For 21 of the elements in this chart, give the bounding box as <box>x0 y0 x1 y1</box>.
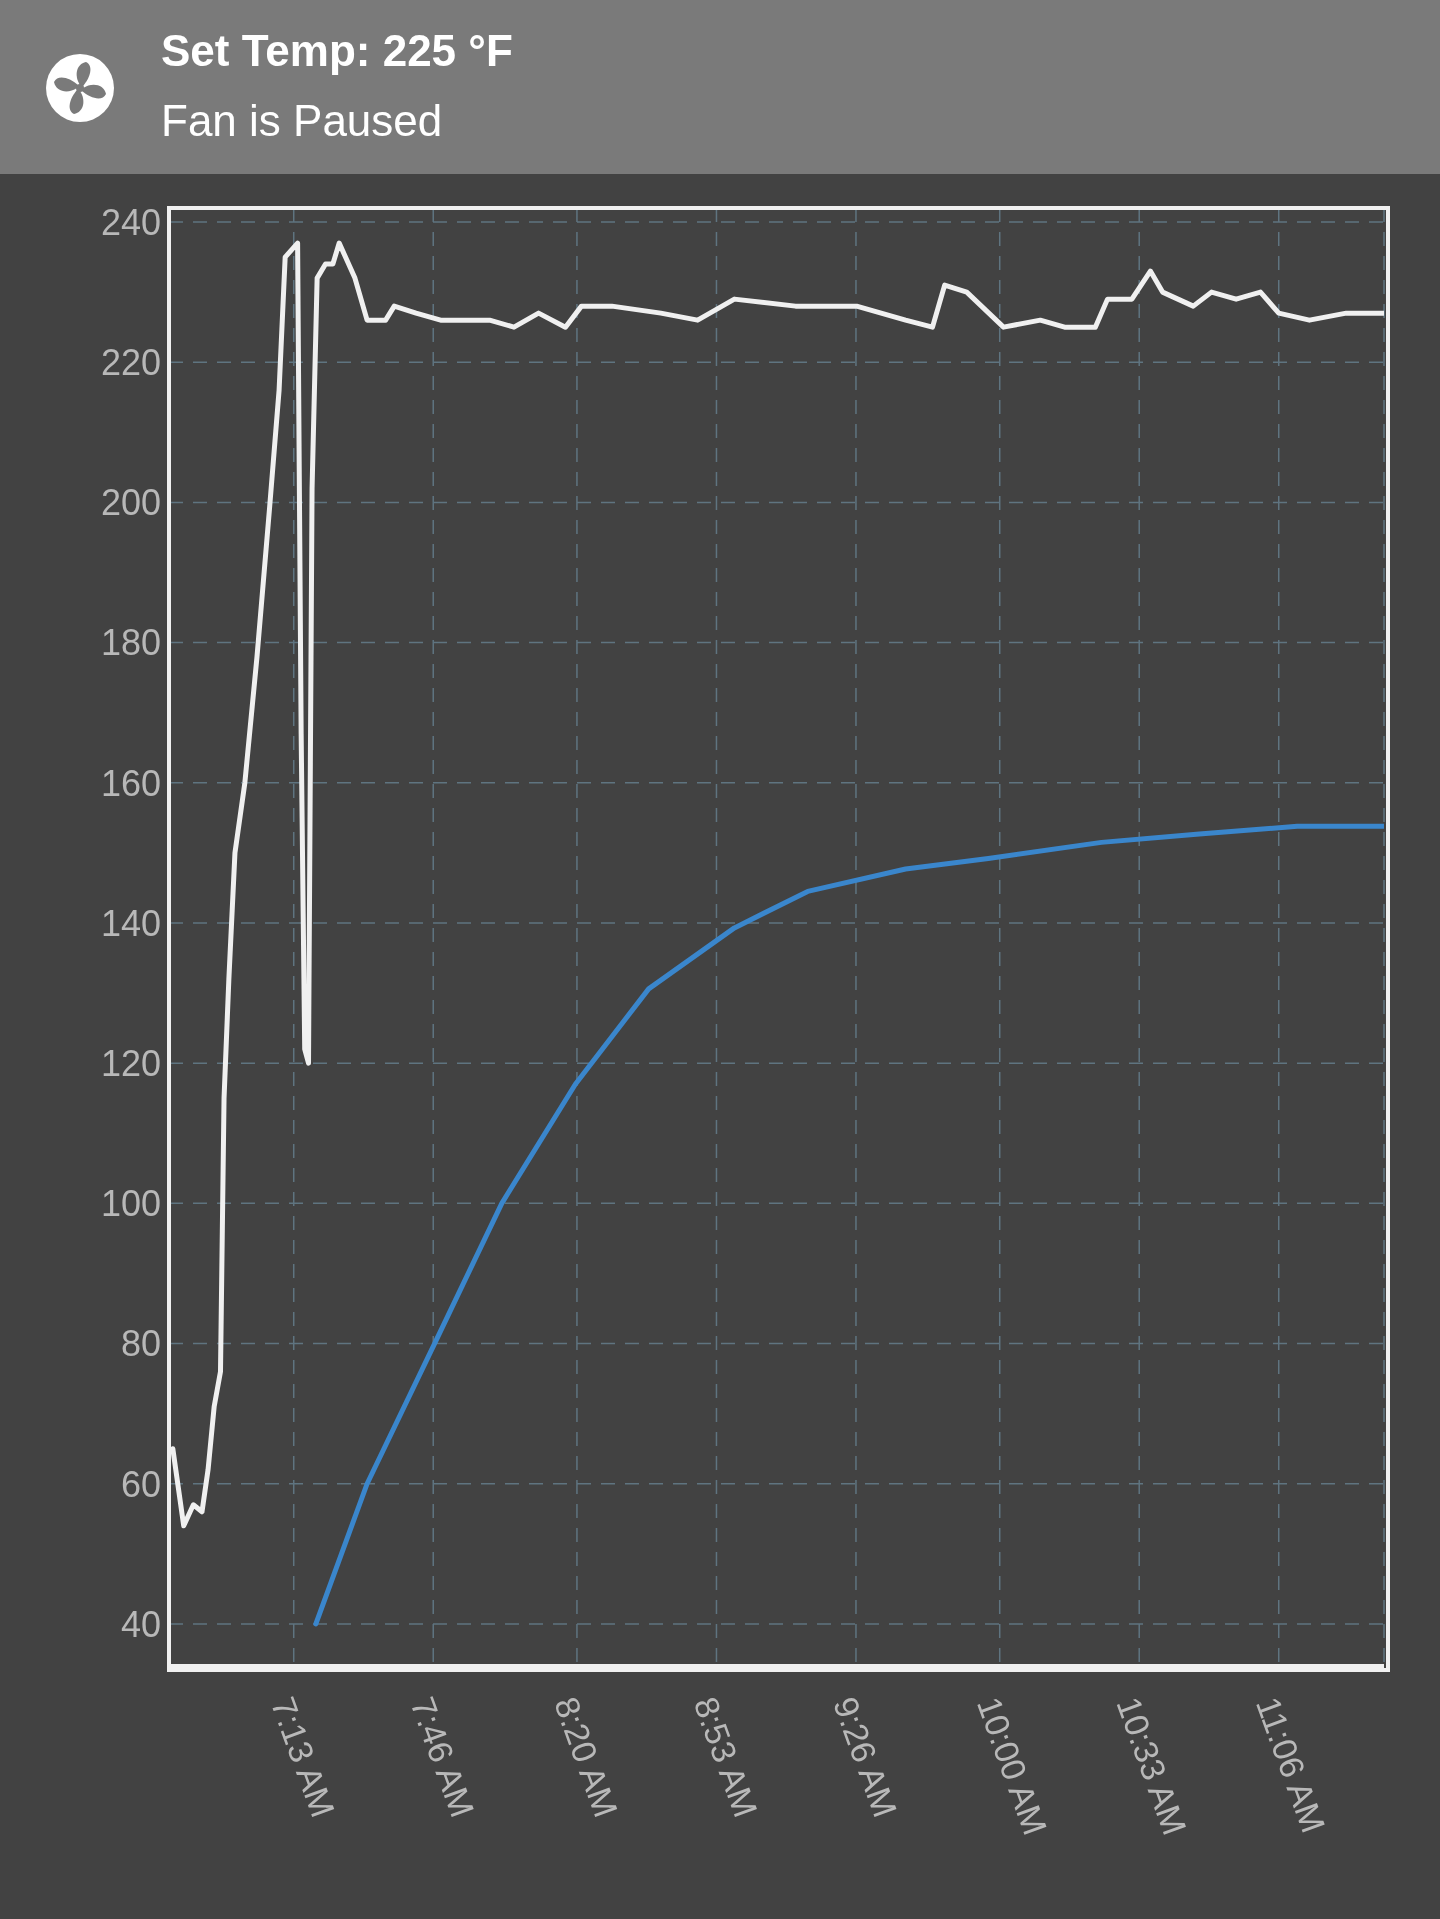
chart-title: Set Temp: 225 °F <box>161 26 513 76</box>
y-tick-label: 240 <box>100 201 161 243</box>
y-tick-label: 80 <box>120 1323 161 1365</box>
y-tick-label: 100 <box>100 1183 161 1225</box>
y-tick-label: 60 <box>120 1463 161 1505</box>
y-tick-label: 140 <box>100 902 161 944</box>
x-tick-label: 8:53 AM <box>686 1691 765 1823</box>
x-tick-label: 10:33 AM <box>1109 1691 1195 1840</box>
chart-subtitle: Fan is Paused <box>161 96 443 146</box>
y-tick-label: 180 <box>100 622 161 664</box>
x-tick-label: 7:13 AM <box>263 1691 343 1823</box>
x-tick-label: 9:26 AM <box>826 1691 905 1823</box>
x-tick-label: 7:46 AM <box>403 1691 482 1823</box>
x-tick-label: 8:20 AM <box>547 1691 626 1823</box>
y-tick-label: 120 <box>100 1042 161 1084</box>
y-tick-label: 40 <box>120 1603 161 1645</box>
y-tick-label: 160 <box>100 762 161 804</box>
x-tick-label: 10:00 AM <box>969 1691 1055 1840</box>
y-tick-label: 200 <box>100 482 161 524</box>
y-tick-label: 220 <box>100 341 161 383</box>
x-tick-label: 11:06 AM <box>1248 1691 1333 1838</box>
